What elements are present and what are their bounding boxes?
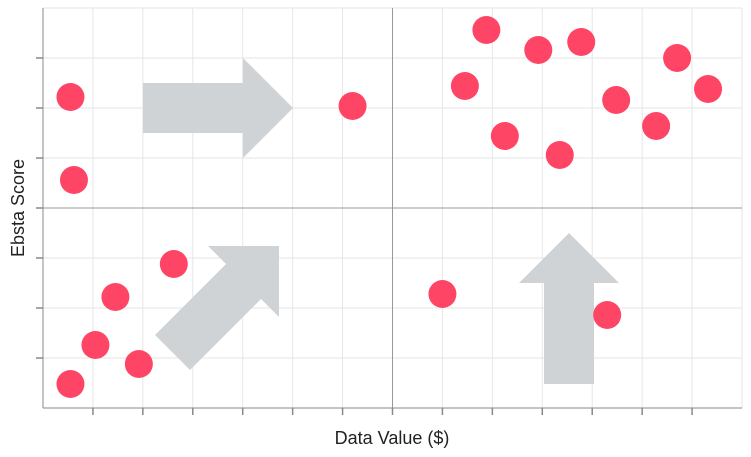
data-point (101, 283, 130, 311)
data-point (59, 166, 88, 194)
data-point (450, 72, 479, 100)
data-point (124, 350, 153, 378)
data-point (490, 122, 519, 150)
data-point (593, 301, 622, 329)
data-points (56, 16, 723, 398)
data-point (663, 44, 692, 72)
data-point (472, 16, 501, 44)
data-point (524, 36, 553, 64)
axes (36, 8, 742, 415)
data-point (545, 141, 574, 169)
data-point (602, 86, 631, 114)
data-point (694, 75, 723, 103)
up-arrow-icon (519, 233, 619, 384)
right-arrow-icon (143, 58, 293, 158)
quadrant-lines (43, 8, 742, 408)
data-point (56, 370, 85, 398)
data-point (56, 83, 85, 111)
x-axis-title: Data Value ($) (335, 428, 450, 448)
data-point (159, 250, 188, 278)
data-point (428, 280, 457, 308)
data-point (81, 331, 110, 359)
decorative-arrows (143, 58, 619, 384)
diagonal-arrow-icon (155, 246, 279, 370)
data-point (338, 92, 367, 120)
y-axis-title: Ebsta Score (8, 159, 28, 257)
data-point (642, 112, 671, 140)
data-point (567, 28, 596, 56)
